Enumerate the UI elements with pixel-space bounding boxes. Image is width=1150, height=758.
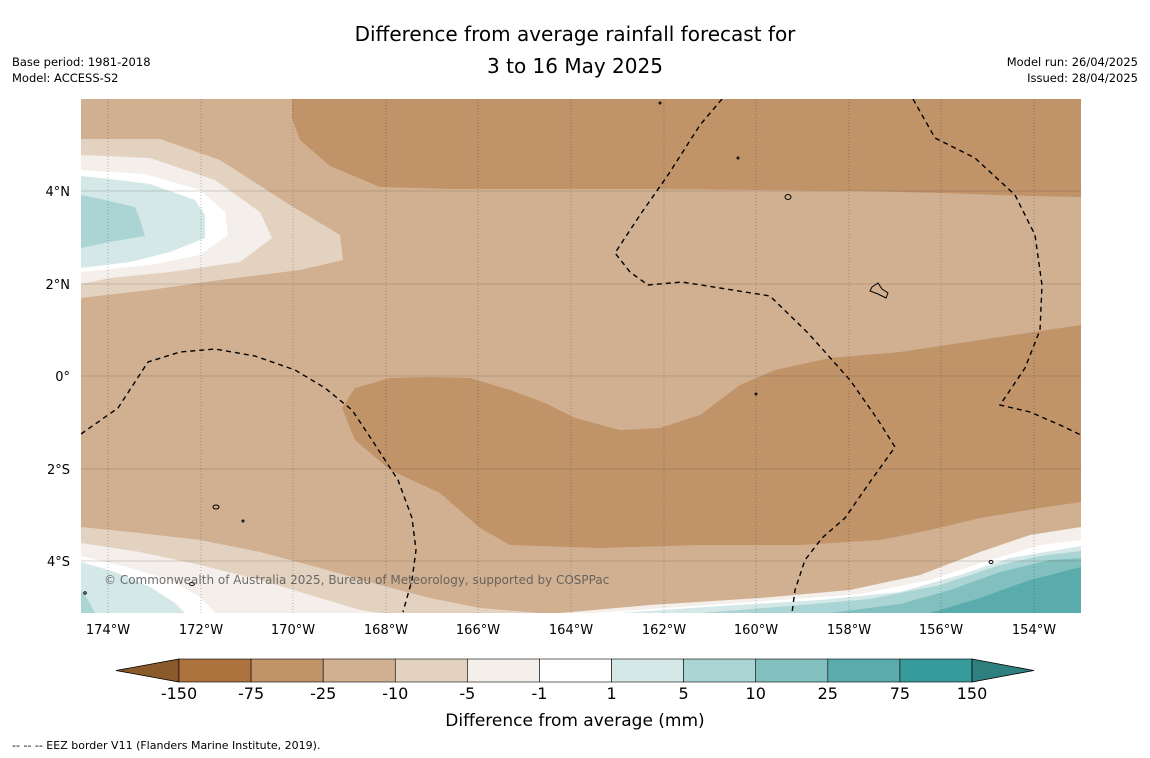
latitude-gridlines	[81, 190, 1081, 562]
colorbar-tick-label: -1	[531, 684, 547, 703]
rainfall-map: 4°N 2°N 0° 2°S 4°S 174°W 172°W 170°W 168…	[46, 99, 1081, 731]
colorbar-tick-label: -5	[459, 684, 475, 703]
lon-label: 168°W	[364, 623, 408, 638]
colorbar-swatch	[322, 658, 396, 683]
colorbar-label: Difference from average (mm)	[445, 711, 704, 731]
lat-label: 0°	[55, 370, 70, 385]
colorbar-swatch	[539, 658, 612, 683]
issued-text: Issued: 28/04/2025	[1027, 71, 1138, 85]
colorbar	[115, 658, 1035, 683]
lon-label: 162°W	[642, 623, 686, 638]
field-north-dry-band	[292, 99, 1081, 197]
eez-footnote: -- -- -- EEZ border V11 (Flanders Marine…	[12, 739, 321, 752]
colorbar-tick-label: 25	[818, 684, 838, 703]
colorbar-tick-label: 5	[679, 684, 689, 703]
lon-label: 156°W	[919, 623, 963, 638]
copyright-text: © Commonwealth of Australia 2025, Bureau…	[104, 573, 609, 587]
latitude-labels: 4°N 2°N 0° 2°S 4°S	[46, 185, 71, 570]
base-period-text: Base period: 1981-2018	[12, 55, 151, 69]
title-line-1: Difference from average rainfall forecas…	[354, 22, 796, 46]
run-info: Model run: 26/04/2025 Issued: 28/04/2025	[1007, 54, 1138, 86]
base-info: Base period: 1981-2018 Model: ACCESS-S2	[12, 54, 151, 86]
colorbar-swatch	[899, 658, 973, 683]
colorbar-extend-high	[971, 658, 1035, 683]
colorbar-tick-label: 10	[746, 684, 766, 703]
field-se-25-to-75	[930, 567, 1081, 613]
model-run-text: Model run: 26/04/2025	[1006, 55, 1138, 69]
lon-label: 154°W	[1012, 623, 1056, 638]
lon-label: 172°W	[179, 623, 223, 638]
field-south-1-to-5	[81, 562, 185, 613]
colorbar-extend-low	[115, 658, 180, 683]
colorbar-tick-label: -75	[238, 684, 264, 703]
colorbar-swatch	[178, 658, 252, 683]
colorbar-swatch	[394, 658, 468, 683]
field-west-5-to-10	[81, 195, 145, 248]
colorbar-swatch	[755, 658, 829, 683]
lat-label: 2°N	[46, 278, 71, 293]
colorbar-swatch	[611, 658, 684, 683]
lon-label: 166°W	[456, 623, 500, 638]
lon-label: 170°W	[271, 623, 315, 638]
field-south-5-to-10	[81, 590, 95, 613]
lon-label: 160°W	[734, 623, 778, 638]
longitude-labels: 174°W 172°W 170°W 168°W 166°W 164°W 162°…	[86, 623, 1056, 638]
colorbar-swatch	[683, 658, 757, 683]
lat-label: 2°S	[47, 463, 70, 478]
lon-label: 158°W	[827, 623, 871, 638]
lon-label: 174°W	[86, 623, 130, 638]
colorbar-swatch	[467, 658, 540, 683]
colorbar-swatch	[827, 658, 901, 683]
title-line-2: 3 to 16 May 2025	[487, 54, 663, 78]
map-fill-layer	[81, 99, 1081, 613]
colorbar-tick-label: -150	[161, 684, 197, 703]
field-west-1-to-5	[81, 176, 205, 268]
model-text: Model: ACCESS-S2	[12, 71, 119, 85]
island-outlines	[83, 101, 994, 595]
field-central-dry-band	[342, 325, 1081, 548]
colorbar-tick-label: -25	[310, 684, 336, 703]
colorbar-swatch	[250, 658, 324, 683]
colorbar-tick-label: -10	[382, 684, 408, 703]
chart-title: Difference from average rainfall forecas…	[0, 18, 1150, 82]
colorbar-tick-label: 150	[957, 684, 988, 703]
colorbar-ticks: -150 -75 -25 -10 -5 -1 1 5 10 25 75 150	[161, 684, 987, 703]
lat-label: 4°N	[46, 185, 71, 200]
colorbar-tick-label: 75	[890, 684, 910, 703]
eez-borders	[81, 99, 1081, 613]
lat-label: 4°S	[47, 555, 70, 570]
colorbar-tick-label: 1	[606, 684, 616, 703]
lon-label: 164°W	[549, 623, 593, 638]
